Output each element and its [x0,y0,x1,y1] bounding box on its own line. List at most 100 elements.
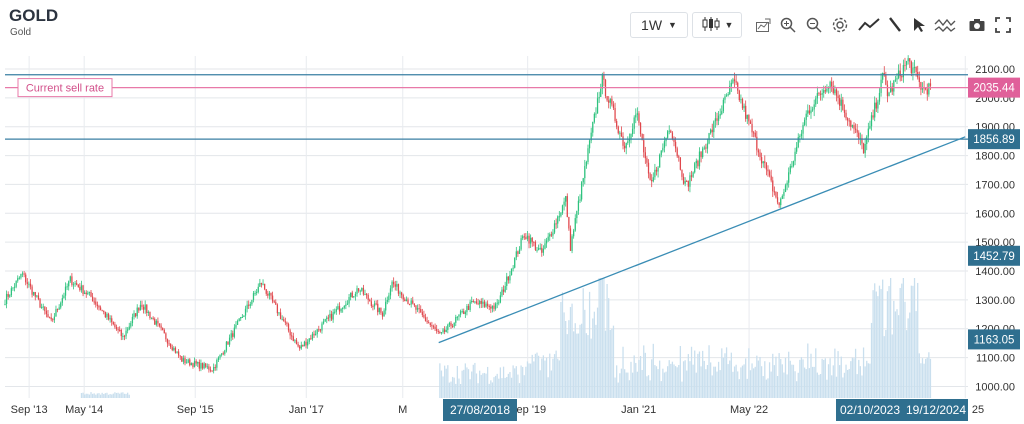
candle-body [263,283,266,290]
volume-bar [708,345,710,398]
volume-bar [862,347,865,398]
volume-bar [759,356,761,398]
volume-bar [523,375,525,398]
volume-bar [786,374,788,398]
candle-body [72,284,75,286]
candle-body [608,100,610,103]
volume-bar [609,329,611,398]
candle-body [286,322,288,325]
zoom-out-icon[interactable] [805,16,823,34]
candle-body [4,304,6,306]
volume-bar [760,366,763,398]
candle-body [103,310,105,313]
candle-body [431,325,433,327]
candle-body [819,93,822,95]
volume-bar [749,370,752,398]
volume-bar [455,383,457,398]
candle-body [157,320,159,324]
candle-body [606,96,608,101]
x-tick-label: May '14 [65,404,103,416]
candle-body [549,234,551,237]
volume-bar [655,366,658,398]
y-tick-label: 1300.00 [975,295,1015,307]
interval-select[interactable]: 1W ▼ [630,12,688,38]
volume-bar [765,379,768,398]
volume-bar [909,312,911,398]
candle-body [20,274,22,278]
cursor-icon[interactable] [910,16,928,34]
volume-bar [499,367,502,398]
candle-body [789,166,791,173]
candle-body [451,325,454,327]
candle-body [424,317,427,321]
zoom-in-icon[interactable] [779,16,797,34]
fullscreen-icon[interactable] [994,16,1012,34]
candle-body [330,313,333,320]
candle-body [724,96,726,100]
volume-bar [848,368,850,398]
candle-body [372,306,374,308]
candle-body [764,161,766,164]
candle-body [875,102,877,109]
candle-body [668,130,670,132]
candle-body [179,355,181,357]
candle-body [558,216,560,218]
chart-type-select[interactable]: ▼ [692,12,742,38]
candle-body [864,143,866,154]
volume-bar [831,375,833,398]
candle-body [518,249,521,254]
candle-body [71,276,73,285]
settings-icon[interactable] [831,16,849,34]
volume-bar [813,366,815,398]
volume-bar [447,365,449,398]
candle-body [759,152,761,158]
candle-body [310,338,312,340]
candle-body [531,237,533,242]
volume-bar [659,360,661,398]
volume-bar [627,372,629,398]
volume-bar [692,364,694,398]
candle-body [208,366,210,370]
candle-body [630,134,632,139]
candle-body [542,248,545,253]
volume-bar [528,363,530,398]
candle-body [929,83,932,86]
candle-body [557,216,559,224]
volume-bar [125,393,127,398]
volume-bar [109,394,111,398]
candle-body [84,292,86,294]
volume-bar [700,366,702,398]
volume-bar [670,363,672,398]
candle-body [872,115,874,118]
volume-bar [858,359,860,398]
candle-body [259,282,261,287]
volume-bar [888,286,890,398]
candle-body [671,132,674,139]
volume-bar [563,312,565,398]
candle-body [165,333,167,340]
candle-body [622,136,624,146]
indicators-icon[interactable] [934,16,956,34]
volume-bar [651,359,653,398]
candle-body [55,309,57,317]
volume-bar [557,358,559,398]
candle-body [692,172,694,177]
volume-bar [477,383,479,398]
volume-bar [638,359,640,398]
pen-icon[interactable] [886,16,904,34]
candle-body [87,292,89,295]
candle-body [842,99,844,110]
candle-body [115,327,118,330]
candle-body [393,281,395,285]
line-tool-icon[interactable] [857,16,881,34]
volume-bar [869,363,871,398]
candle-body [249,304,251,306]
candle-body [783,191,785,196]
camera-icon[interactable] [968,16,986,34]
candle-body [195,361,197,364]
candle-body [48,317,51,319]
resistance-price-tag: 1856.89 [973,134,1015,146]
volume-bar [115,392,118,398]
compare-icon[interactable] [755,16,773,34]
